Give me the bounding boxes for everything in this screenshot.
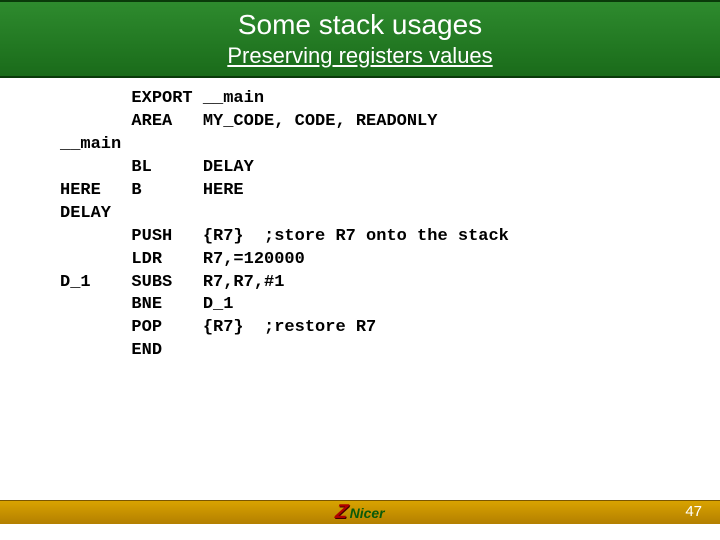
slide-title: Some stack usages xyxy=(238,9,482,41)
header-bar: Some stack usages Preserving registers v… xyxy=(0,0,720,78)
footer-bar: Z Nicer xyxy=(0,500,720,524)
slide-subtitle: Preserving registers values xyxy=(227,43,492,69)
slide: Some stack usages Preserving registers v… xyxy=(0,0,720,540)
code-block: EXPORT __main AREA MY_CODE, CODE, READON… xyxy=(0,78,720,363)
footer-logo: Z Nicer xyxy=(335,501,384,524)
logo-z-icon: Z xyxy=(334,501,349,524)
page-number: 47 xyxy=(685,500,702,524)
logo-text: Nicer xyxy=(350,505,385,521)
